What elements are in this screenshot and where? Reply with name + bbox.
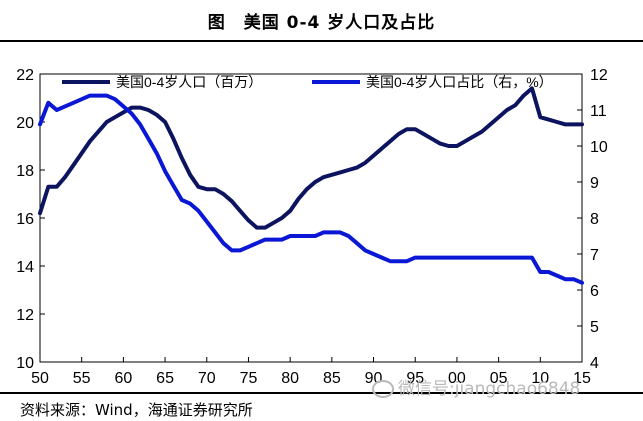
y-right-tick-label: 11: [590, 103, 607, 120]
series-line-2: [38, 93, 584, 285]
chart-title: 图 美国 0-4 岁人口及占比: [207, 13, 436, 33]
y-left-tick-label: 10: [16, 355, 34, 372]
source-divider: [0, 392, 643, 394]
legend-label-1: 美国0-4岁人口（百万）: [116, 74, 262, 90]
line-chart: 10 12 14 16 18 20 22 4 5 6 7 8 9 10 11 12 50 55 60 65 70 75 80…: [16, 67, 608, 387]
x-tick-label: 55: [73, 370, 91, 387]
x-tick-label: 85: [323, 370, 341, 387]
watermark: 微信号:jiangchao6848: [372, 374, 580, 399]
y-left-tick-label: 14: [16, 259, 34, 276]
y-left-tick-label: 22: [16, 67, 34, 84]
legend-label-2: 美国0-4岁人口占比（右，%）: [366, 74, 553, 90]
title-divider: [0, 40, 643, 42]
x-tick-label: 10: [531, 370, 549, 387]
y-right-tick-label: 12: [590, 67, 608, 84]
y-left-tick-label: 12: [16, 307, 34, 324]
x-tick-label: 60: [114, 370, 132, 387]
y-right-tick-label: 7: [590, 247, 599, 264]
y-right-tick-label: 10: [590, 139, 608, 156]
y-right-tick-label: 4: [590, 355, 599, 372]
x-tick-label: 00: [448, 370, 466, 387]
y-left-tick-label: 18: [16, 163, 34, 180]
y-left-tick-label: 16: [16, 211, 34, 228]
series-line-1: [38, 86, 584, 230]
x-tick-label: 05: [490, 370, 508, 387]
x-tick-label: 75: [240, 370, 258, 387]
watermark-text: 微信号:jiangchao6848: [398, 379, 581, 399]
y-right-tick-label: 8: [590, 211, 599, 228]
x-tick-label: 95: [406, 370, 424, 387]
wechat-icon: [372, 380, 394, 398]
x-tick-label: 70: [198, 370, 216, 387]
y-right-tick-label: 9: [590, 175, 599, 192]
x-tick-label: 15: [573, 370, 591, 387]
x-tick-label: 50: [31, 370, 49, 387]
y-right-tick-label: 5: [590, 319, 599, 336]
y-right-tick-label: 6: [590, 283, 599, 300]
x-tick-label: 80: [281, 370, 299, 387]
x-tick-label: 65: [156, 370, 174, 387]
y-left-tick-label: 20: [16, 115, 34, 132]
source-note: 资料来源：Wind，海通证券研究所: [20, 401, 253, 419]
